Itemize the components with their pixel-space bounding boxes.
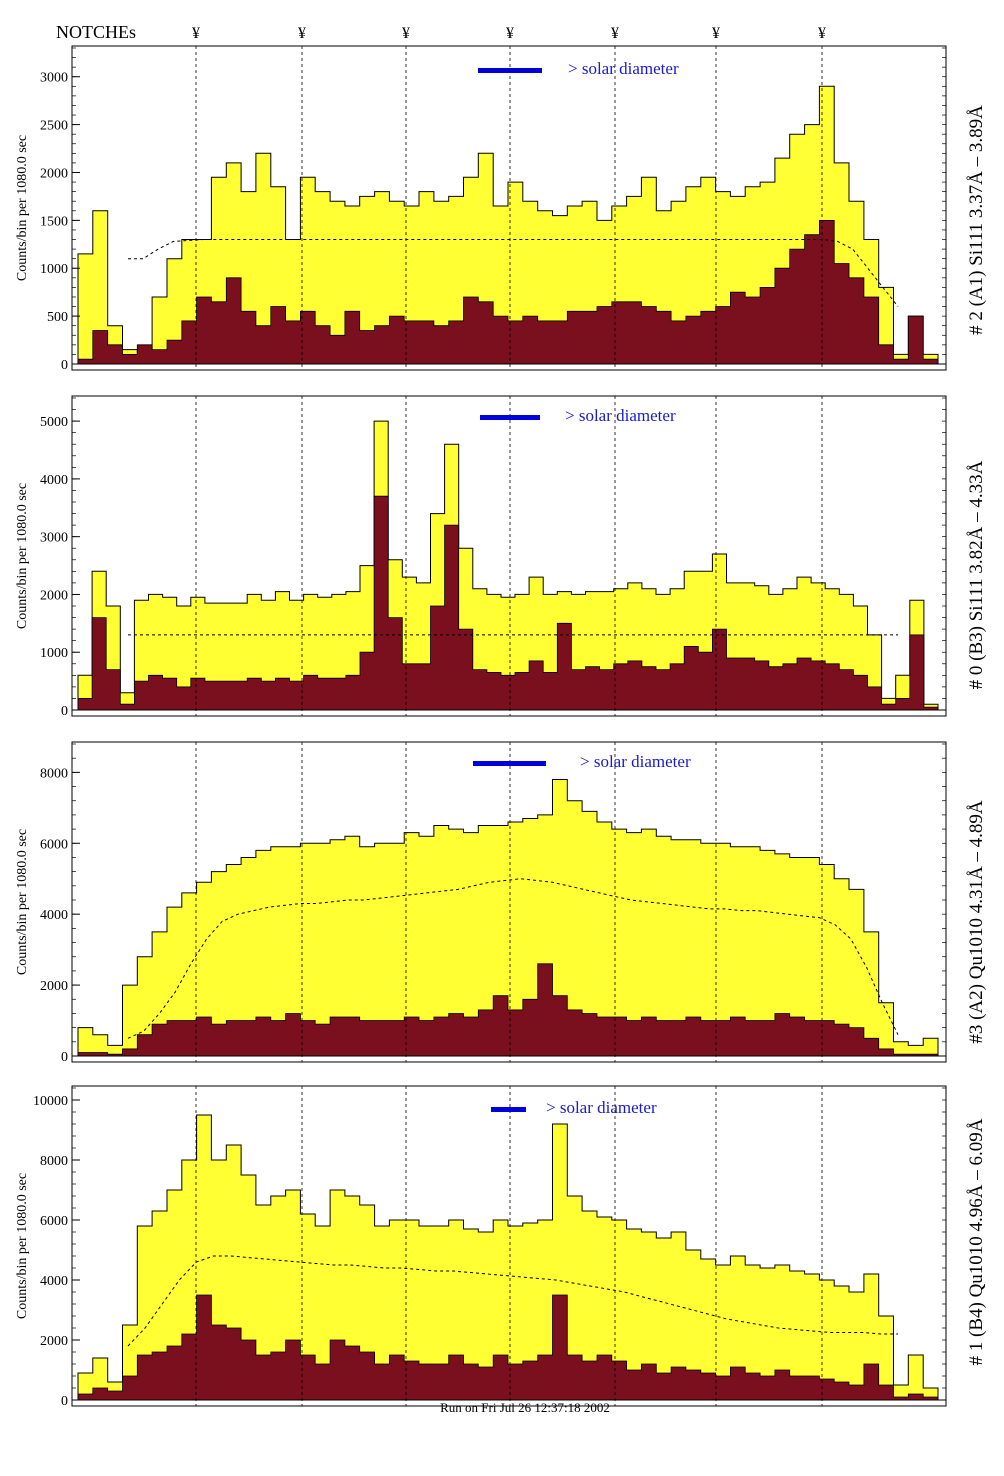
y-tick-label: 4000 [40, 473, 68, 488]
chart-panel-2: 0 2000 4000 6000 8000 Counts/bin per 1080.0 s… [15, 741, 987, 1065]
y-tick-label: 2000 [40, 588, 68, 603]
y-tick-label: 4000 [40, 1274, 68, 1289]
y-tick-label: 2000 [40, 979, 68, 994]
y-tick-label: 8000 [40, 1154, 68, 1169]
y-tick-label: 1000 [40, 646, 68, 661]
solar-diameter-annotation: > solar diameter [546, 1098, 657, 1117]
solar-diameter-bar [478, 68, 542, 73]
notch-symbol: ¥ [506, 25, 514, 42]
chart-panels: 0 500 1000 1500 2000 2500 3000 Counts/bin per 1… [15, 45, 987, 1409]
y-tick-label: 3000 [40, 531, 68, 546]
chart-title: # 1 (B4) Qu1010 4.96Å – 6.09Å [966, 1118, 987, 1365]
notch-symbol: ¥ [192, 25, 200, 42]
y-axis-label: Counts/bin per 1080.0 sec [15, 829, 30, 975]
chart-title: # 0 (B3) Si111 3.82Å – 4.33Å [966, 460, 987, 689]
y-tick-label: 500 [47, 310, 68, 325]
chart-panel-3: 0 2000 4000 6000 8000 10000 Counts/bin per 108… [15, 1085, 987, 1409]
series-dark-area [77, 495, 939, 711]
y-tick-label: 8000 [40, 766, 68, 781]
y-tick-label: 0 [61, 1394, 68, 1409]
y-tick-label: 2000 [40, 166, 68, 181]
series-dark-area [77, 1294, 939, 1401]
notch-symbol: ¥ [402, 25, 410, 42]
notch-markers: ¥ ¥ ¥ ¥ ¥ ¥ ¥ [192, 25, 826, 42]
y-tick-label: 0 [61, 358, 68, 373]
series-total-area [77, 1114, 939, 1401]
series-dark-area [77, 220, 939, 365]
y-tick-label: 5000 [40, 415, 68, 430]
y-tick-label: 0 [61, 704, 68, 719]
series-dark-area [77, 963, 939, 1057]
y-tick-label: 6000 [40, 1214, 68, 1229]
solar-diameter-bar [491, 1107, 526, 1112]
notch-symbol: ¥ [712, 25, 720, 42]
y-axis-label: Counts/bin per 1080.0 sec [15, 135, 30, 281]
notch-symbol: ¥ [818, 25, 826, 42]
y-tick-label: 1500 [40, 214, 68, 229]
model-curve [128, 239, 899, 307]
notch-symbol: ¥ [298, 25, 306, 42]
y-tick-label: 10000 [33, 1094, 68, 1109]
y-tick-label: 0 [61, 1050, 68, 1065]
y-tick-label: 3000 [40, 71, 68, 86]
notches-label: NOTCHEs [56, 22, 136, 42]
solar-diameter-annotation: > solar diameter [565, 406, 676, 425]
chart-panel-1: 0 1000 2000 3000 4000 5000 Counts/bin per 1080… [15, 395, 987, 719]
y-tick-label: 6000 [40, 837, 68, 852]
model-curve [127, 1255, 898, 1347]
solar-diameter-bar [473, 761, 546, 766]
solar-diameter-annotation: > solar diameter [568, 59, 679, 78]
y-tick-label: 2000 [40, 1334, 68, 1349]
chart-panel-0: 0 500 1000 1500 2000 2500 3000 Counts/bin per 1… [15, 45, 987, 373]
solar-diameter-bar [480, 415, 540, 420]
chart-title: # 2 (A1) Si111 3.37Å – 3.89Å [966, 105, 987, 335]
solar-diameter-annotation: > solar diameter [580, 752, 691, 771]
chart-title: #3 (A2) Qu1010 4.31Å – 4.89Å [966, 800, 987, 1044]
y-tick-label: 2500 [40, 119, 68, 134]
series-total-area [77, 85, 939, 365]
y-axis-label: Counts/bin per 1080.0 sec [15, 1173, 30, 1319]
y-tick-label: 1000 [40, 262, 68, 277]
y-tick-label: 4000 [40, 908, 68, 923]
y-axis-label: Counts/bin per 1080.0 sec [15, 483, 30, 629]
series-total-area [77, 779, 939, 1057]
notch-symbol: ¥ [611, 25, 619, 42]
model-curve [127, 878, 899, 1039]
run-timestamp: Run on Fri Jul 26 12:37:18 2002 [440, 1400, 610, 1415]
